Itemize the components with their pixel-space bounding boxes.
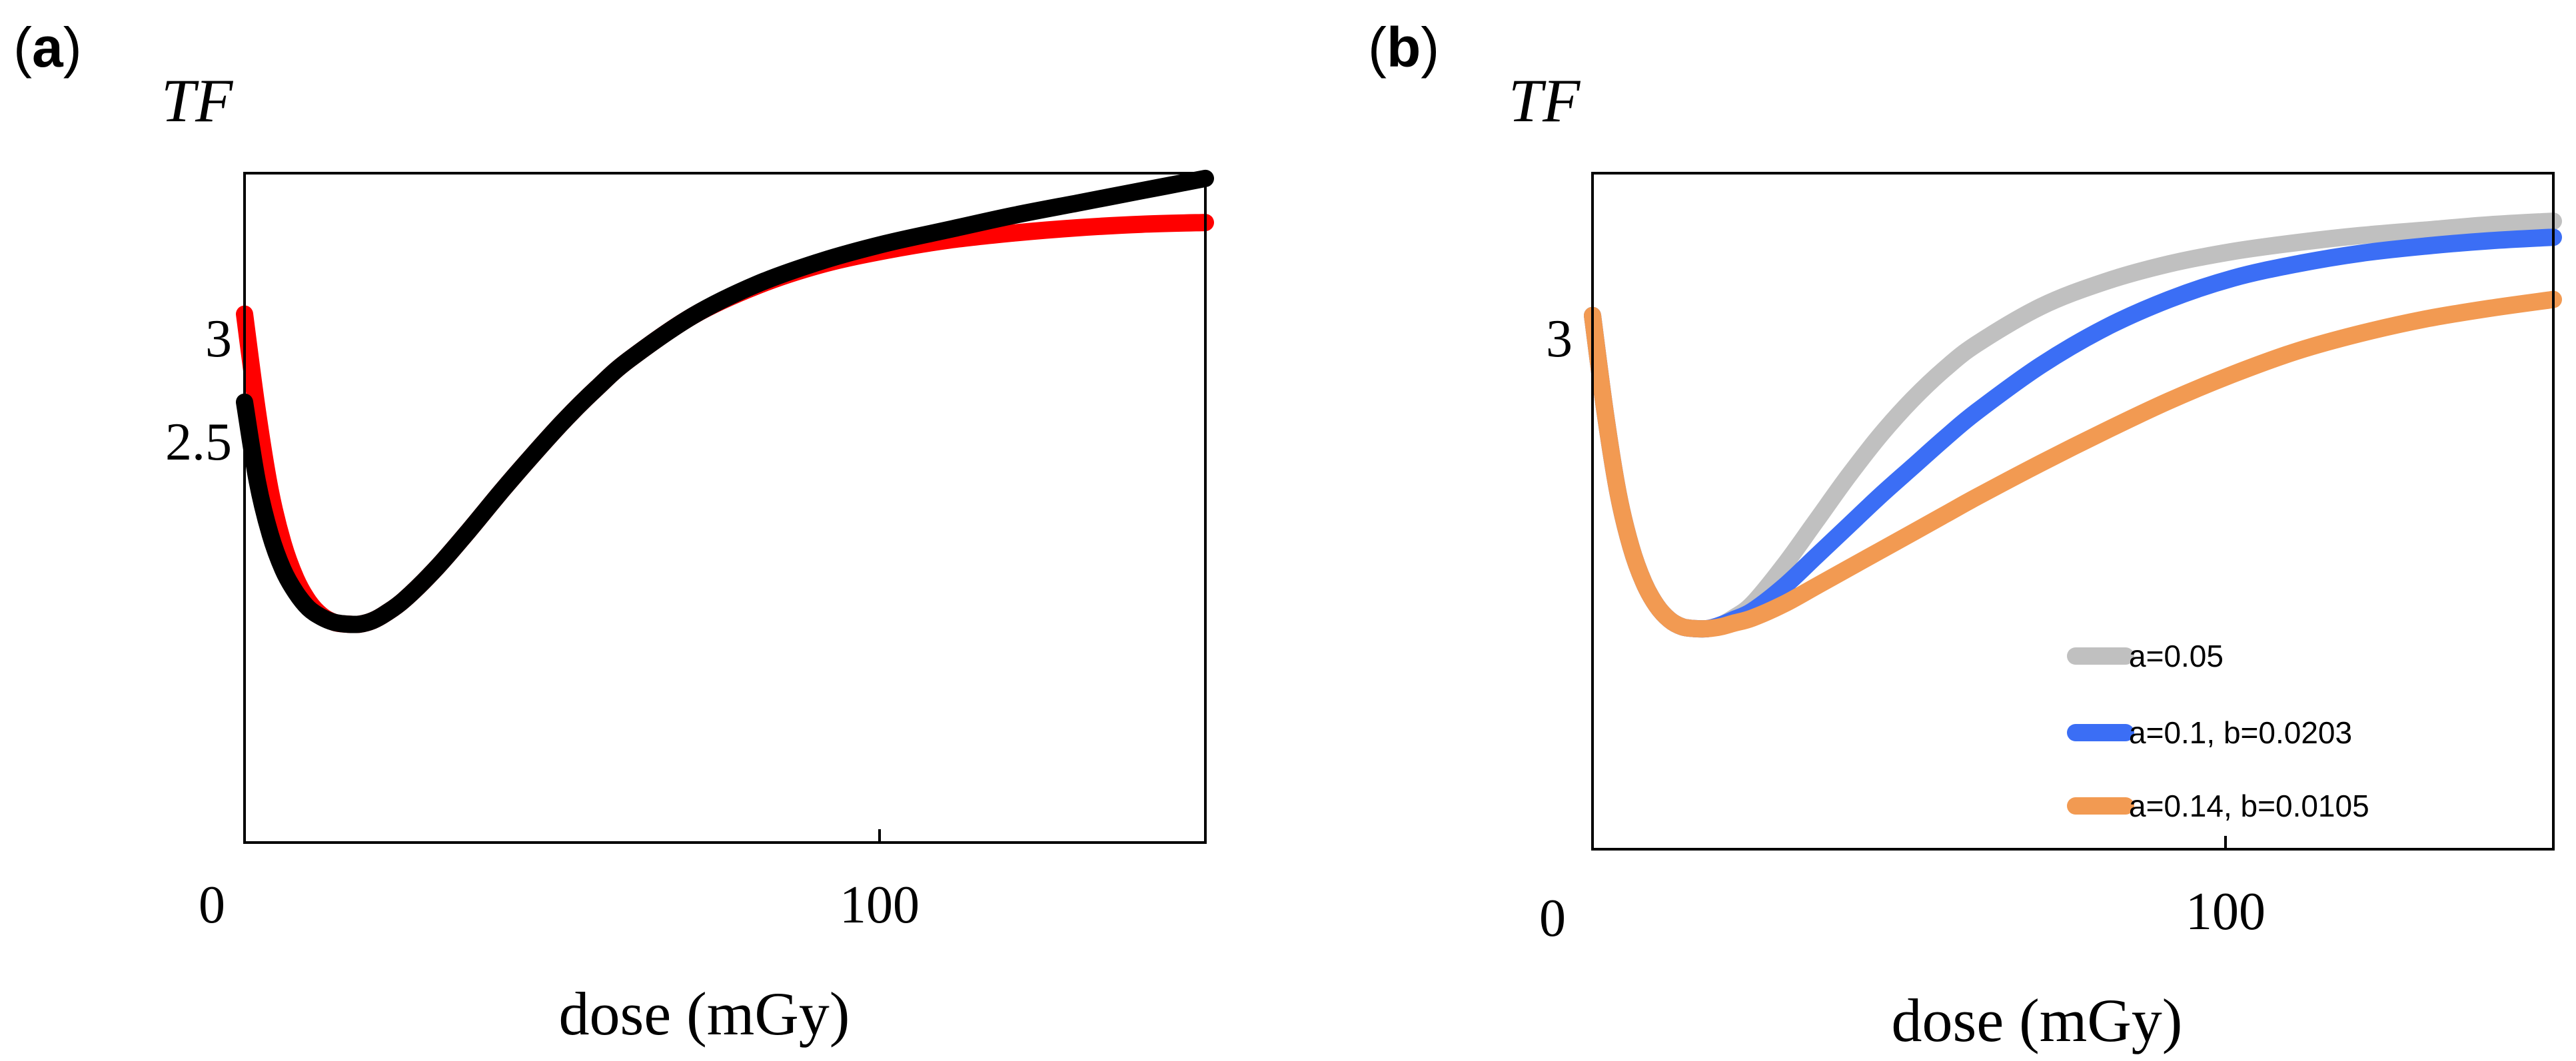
panel-a-y-tick-label-3: 3 (205, 310, 232, 368)
panel-a-x-axis-label: dose (mGy) (559, 980, 850, 1048)
panel-b-x-axis-label: dose (mGy) (1892, 986, 2183, 1054)
panel-a-frame (243, 172, 1207, 844)
panel-a-plot-area (236, 169, 1214, 633)
panel-b-y-axis-label: TF (1509, 67, 1581, 135)
panel-b-series-line-a-0-14-b-0-0105 (1584, 290, 2562, 638)
panel-b-legend: a=0.05 a=0.1, b=0.0203 a=0.14, b=0.0105 (2067, 639, 2369, 823)
legend-label-orange: a=0.14, b=0.0105 (2129, 789, 2369, 823)
panel-b-x-tick-label-100: 100 (2186, 883, 2265, 941)
panel-b-label: (b) (1368, 16, 1439, 79)
panel-b-series-line-a-0-05 (1584, 212, 2562, 638)
panel-a-y-tick-label-2.5: 2.5 (165, 413, 232, 472)
panel-a-x-origin-label: 0 (199, 876, 225, 934)
panel-a-series-line-red (236, 214, 1214, 633)
legend-label-blue: a=0.1, b=0.0203 (2129, 715, 2352, 750)
panel-a-y-axis-label: TF (161, 67, 233, 135)
panel-b-letter: b (1387, 16, 1421, 79)
panel-a-x-tick-label-100: 100 (840, 876, 920, 934)
panel-b-x-origin-label: 0 (1539, 889, 1566, 948)
panel-a-series-line-black (236, 169, 1214, 633)
panel-b-plot-area (1584, 212, 2562, 638)
panel-b: (b) TF 100 0 3 dose (mGy) a=0.05 a=0.1, … (1368, 16, 2562, 1054)
panel-a: (a) TF 100 0 3 2.5 dose (mGy) (13, 16, 1214, 1048)
panel-b-y-tick-label-3: 3 (1546, 310, 1573, 368)
panel-b-frame (1591, 172, 2555, 851)
panel-a-label: (a) (13, 16, 82, 79)
panel-a-letter: a (32, 16, 64, 79)
legend-label-gray: a=0.05 (2129, 639, 2224, 673)
